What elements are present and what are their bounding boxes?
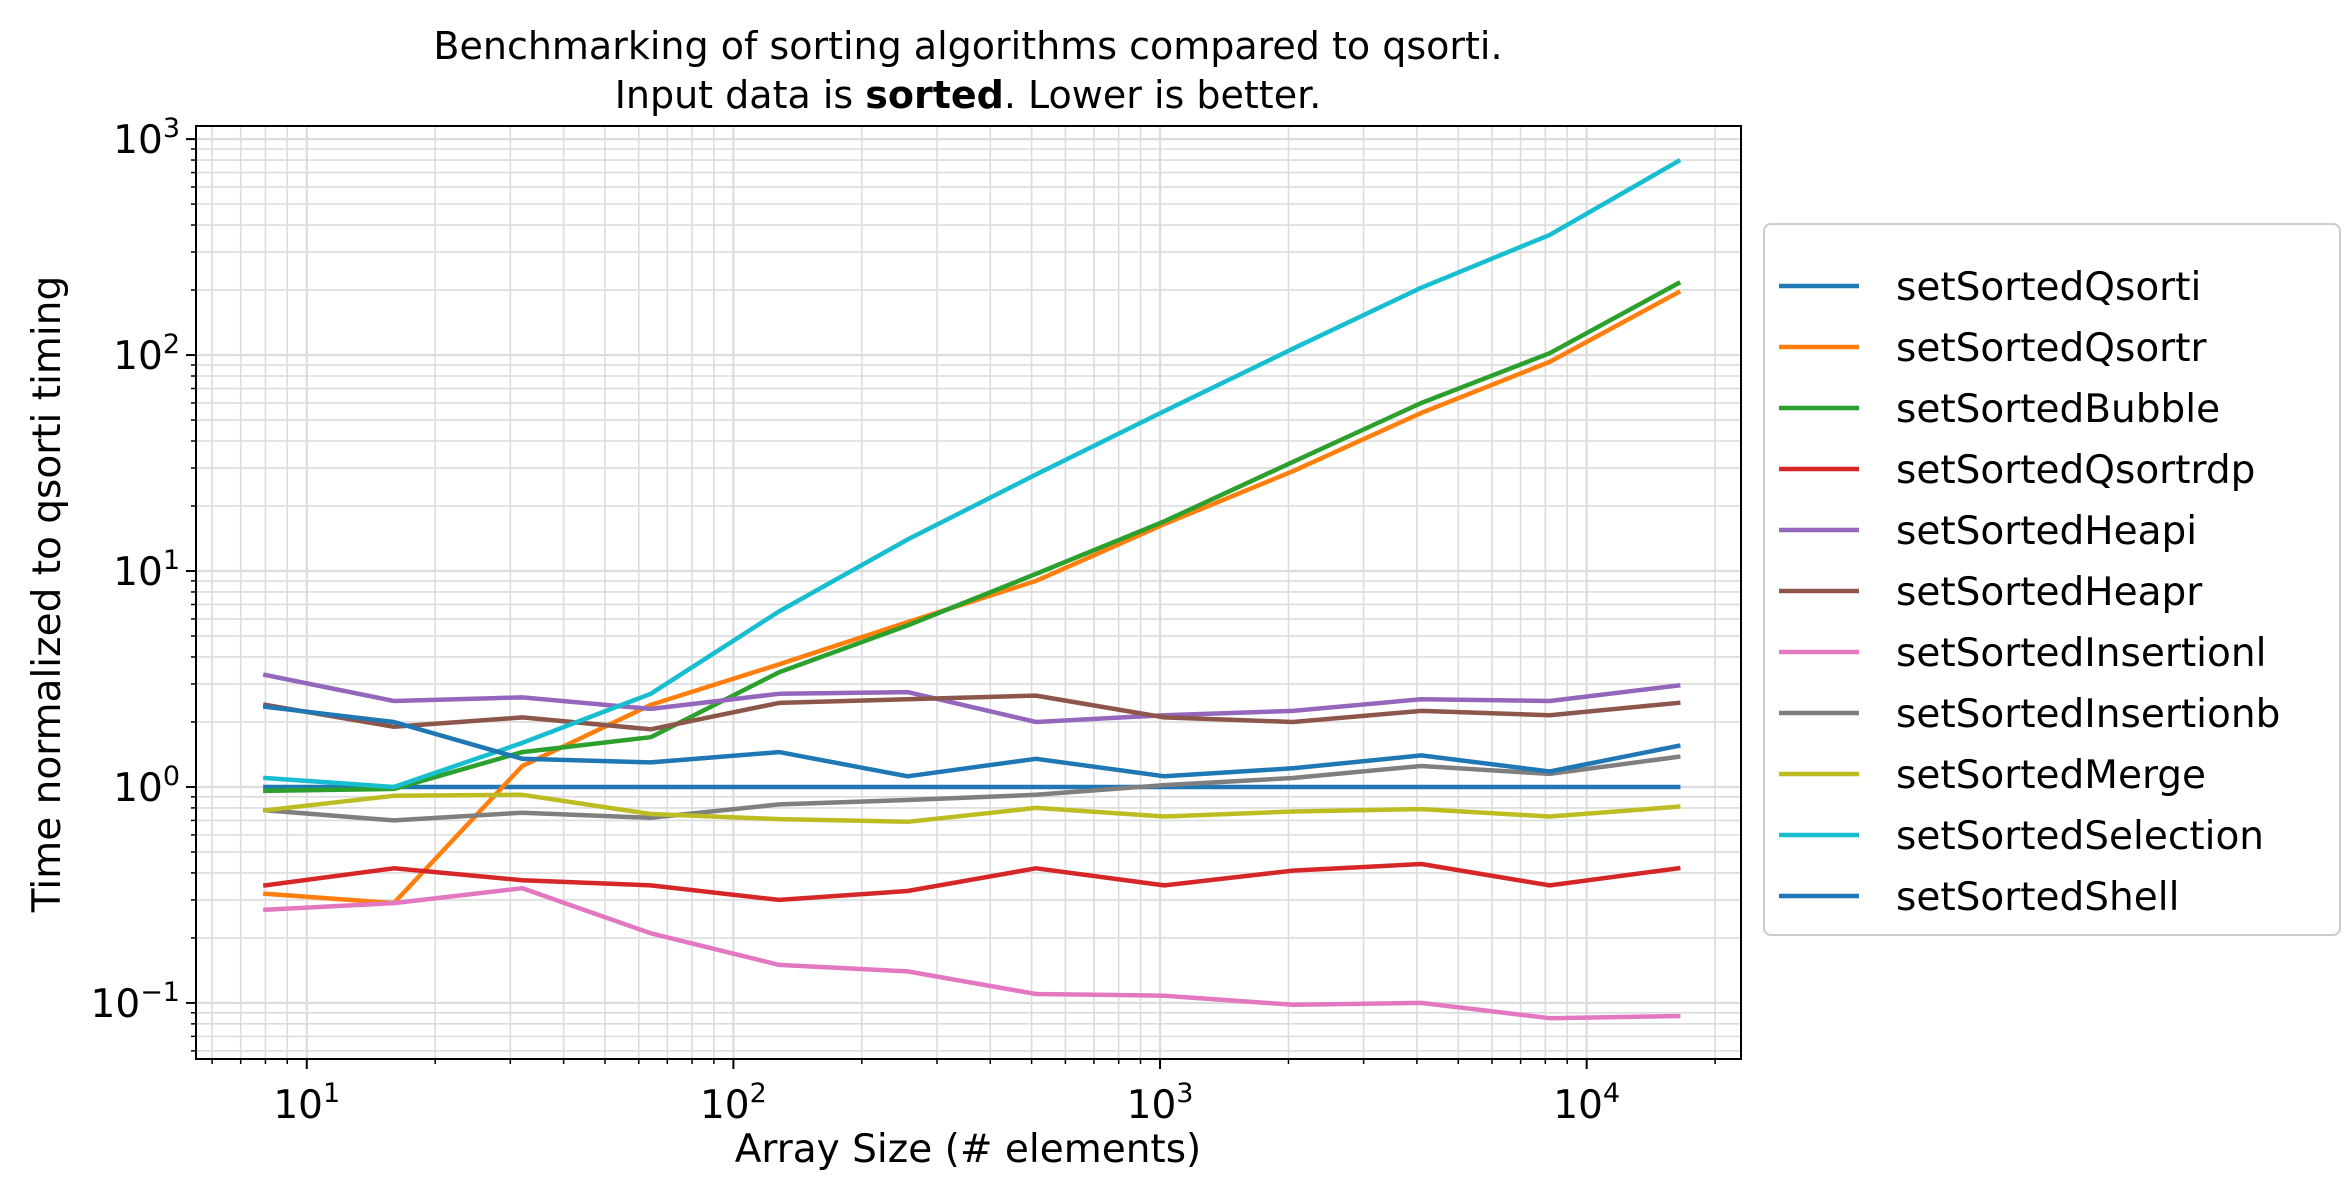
legend-item: setSortedBubble	[1779, 387, 2220, 432]
series-line-setSortedInsertionb	[262, 754, 1681, 823]
chart-title-line-1: Benchmarking of sorting algorithms compa…	[433, 24, 1502, 68]
x-axis-label: Array Size (# elements)	[735, 1127, 1202, 1172]
legend-label: setSortedHeapi	[1896, 509, 2197, 554]
y-axis-label: Time normalized to qsorti timing	[25, 276, 70, 913]
axis-ticks	[186, 138, 1716, 1069]
legend-label: setSortedSelection	[1896, 814, 2264, 859]
series-line-setSortedHeapr	[262, 693, 1681, 732]
series-line-setSortedShell	[262, 704, 1681, 779]
x-tick-label: 102	[700, 1078, 767, 1128]
grid-lines	[196, 126, 1741, 1059]
y-tick-label: 100	[113, 761, 180, 811]
legend-item: setSortedInsertionb	[1779, 692, 2280, 737]
chart-title-line-2-bold: sorted	[865, 73, 1004, 117]
chart-title-line-2-prefix: Input data is	[615, 73, 866, 117]
series-line-setSortedSelection	[262, 158, 1682, 790]
legend-label: setSortedHeapr	[1896, 570, 2203, 615]
legend-label: setSortedQsorti	[1896, 265, 2201, 310]
chart-title-line-2: Input data is sorted. Lower is better.	[615, 73, 1322, 117]
series-line-setSortedQsortrdp	[262, 861, 1681, 903]
y-tick-label: 103	[113, 113, 180, 163]
series-line-setSortedMerge	[262, 792, 1681, 825]
legend-frame	[1763, 223, 2341, 936]
legend-item: setSortedSelection	[1779, 814, 2264, 859]
x-tick-label: 104	[1553, 1078, 1620, 1128]
chart-title-line-2-suffix: . Lower is better.	[1004, 73, 1321, 117]
legend-label: setSortedQsortrdp	[1896, 448, 2255, 493]
series-line-setSortedBubble	[263, 280, 1682, 794]
x-tick-label: 101	[273, 1078, 340, 1128]
legend-label: setSortedBubble	[1896, 387, 2220, 432]
series-lines	[262, 158, 1682, 1021]
y-tick-label: 101	[113, 545, 180, 595]
legend-item: setSortedQsorti	[1779, 265, 2201, 310]
legend-label: setSortedMerge	[1896, 753, 2206, 798]
x-tick-label: 103	[1127, 1078, 1194, 1128]
legend-item: setSortedMerge	[1779, 753, 2206, 798]
legend-item: setSortedShell	[1779, 875, 2179, 920]
axis-tick-labels: 101 102 103 104 10−1 100 101 102 103	[91, 113, 1621, 1128]
series-line-setSortedInsertionl	[263, 885, 1681, 1021]
legend-item: setSortedQsortr	[1779, 326, 2207, 371]
legend-item: setSortedQsortrdp	[1779, 448, 2255, 493]
legend-label: setSortedShell	[1896, 875, 2179, 920]
y-tick-label: 10−1	[91, 977, 180, 1027]
legend-item: setSortedHeapi	[1779, 509, 2197, 554]
legend-items: setSortedQsorti setSortedQsortr setSortedB…	[1779, 265, 2280, 920]
legend: setSortedQsorti setSortedQsortr setSortedB…	[1763, 223, 2341, 936]
legend-item: setSortedHeapr	[1779, 570, 2203, 615]
series-line-setSortedHeapi	[262, 672, 1681, 725]
legend-label: setSortedInsertionb	[1896, 692, 2280, 737]
y-tick-label: 102	[113, 329, 180, 379]
legend-label: setSortedQsortr	[1896, 326, 2207, 371]
legend-item: setSortedInsertionl	[1779, 631, 2266, 676]
legend-label: setSortedInsertionl	[1896, 631, 2266, 676]
